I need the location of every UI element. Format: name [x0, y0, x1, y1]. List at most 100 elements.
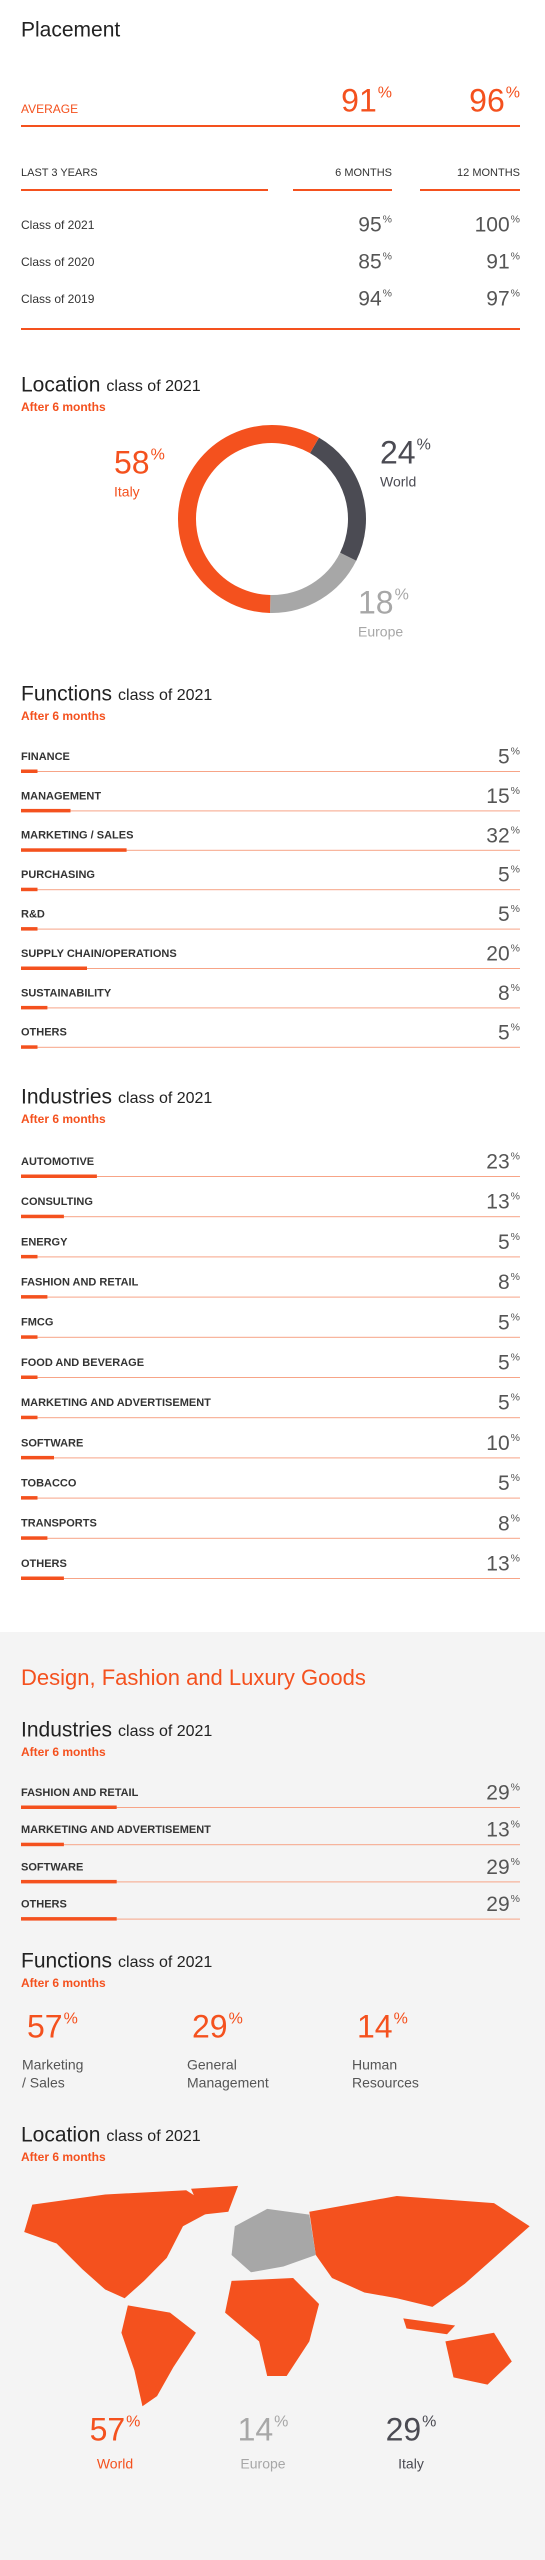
row-bar [21, 1335, 38, 1339]
row-value: 5 [498, 1021, 510, 1044]
luxury-background [0, 1632, 545, 2560]
row-line [21, 1046, 520, 1048]
percent-sign: % [383, 250, 392, 262]
row-bar [21, 1576, 64, 1580]
australia [445, 2332, 512, 2385]
row-value: 5 [498, 903, 510, 926]
average-value: 91 [341, 82, 377, 118]
percent-sign: % [511, 785, 520, 797]
row-line [21, 1497, 520, 1499]
function-label: Human [352, 2057, 397, 2073]
row-label: SUPPLY CHAIN/OPERATIONS [21, 948, 177, 960]
row-label: R&D [21, 909, 45, 921]
percent-sign: % [64, 2011, 78, 2028]
percent-sign: % [511, 942, 520, 954]
row-label: FASHION AND RETAIL [21, 1787, 139, 1799]
class-value: 97 [486, 288, 509, 311]
percent-sign: % [511, 250, 520, 262]
class-label: Class of 2021 [21, 218, 95, 232]
percent-sign: % [511, 1781, 520, 1793]
row-label: AUTOMOTIVE [21, 1156, 94, 1168]
row-line [21, 1417, 520, 1419]
row-bar [21, 1879, 117, 1884]
section-subtitle: class of 2021 [106, 2128, 200, 2145]
row-value: 23 [486, 1151, 509, 1174]
section-title: Location [21, 374, 100, 397]
row-line [21, 1578, 520, 1579]
class-label: Class of 2020 [21, 255, 95, 269]
percent-sign: % [383, 287, 392, 299]
row-label: FMCG [21, 1317, 53, 1329]
percent-sign: % [422, 2414, 436, 2431]
function-label: Resources [352, 2075, 419, 2091]
row-value: 29 [486, 1782, 509, 1805]
section-note: After 6 months [21, 2150, 106, 2164]
row-value: 8 [498, 982, 510, 1005]
percent-sign: % [511, 1552, 520, 1564]
row-value: 8 [498, 1512, 510, 1535]
section-title: Industries [21, 1719, 112, 1742]
row-bar [21, 1917, 117, 1921]
percent-sign: % [506, 85, 520, 102]
row-label: TOBACCO [21, 1478, 77, 1490]
percent-sign: % [511, 1472, 520, 1484]
donut-value: 24 [380, 434, 416, 470]
percent-sign: % [511, 1191, 520, 1203]
row-bar [21, 1174, 97, 1178]
percent-sign: % [417, 437, 431, 454]
row-bar [21, 848, 127, 852]
percent-sign: % [511, 1512, 520, 1524]
column-label: LAST 3 YEARS [21, 167, 98, 179]
row-line [21, 1881, 520, 1883]
row-bar [21, 1415, 38, 1420]
section-title: Functions [21, 683, 112, 706]
row-line [21, 849, 520, 851]
row-line [21, 1537, 520, 1539]
row-bar [21, 1045, 38, 1049]
row-bar [21, 1805, 117, 1809]
row-bar [21, 1214, 64, 1219]
section-title: Location [21, 2124, 100, 2147]
percent-sign: % [511, 903, 520, 915]
row-line [21, 771, 520, 772]
percent-sign: % [229, 2011, 243, 2028]
row-label: FOOD AND BEVERAGE [21, 1357, 144, 1369]
percent-sign: % [395, 587, 409, 604]
function-value: 14 [357, 2008, 393, 2044]
row-label: OTHERS [21, 1558, 67, 1570]
row-bar [21, 887, 38, 892]
row-label: PURCHASING [21, 869, 95, 881]
row-value: 32 [486, 824, 509, 847]
row-bar [21, 1375, 38, 1379]
row-label: CONSULTING [21, 1196, 93, 1208]
south-america [121, 2305, 196, 2407]
section-note: After 6 months [21, 400, 106, 414]
location-label: World [97, 2456, 133, 2472]
percent-sign: % [511, 1150, 520, 1162]
row-line [21, 1007, 520, 1009]
row-label: OTHERS [21, 1899, 67, 1911]
row-line [21, 1807, 520, 1808]
section-note: After 6 months [21, 709, 106, 723]
section-title: Placement [21, 19, 120, 42]
percent-sign: % [511, 745, 520, 757]
percent-sign: % [511, 1856, 520, 1868]
section-subtitle: class of 2021 [118, 1090, 212, 1107]
row-label: SOFTWARE [21, 1437, 83, 1449]
percent-sign: % [511, 1231, 520, 1243]
function-label: Management [187, 2075, 269, 2091]
percent-sign: % [394, 2011, 408, 2028]
section-subtitle: class of 2021 [118, 1954, 212, 1971]
row-value: 13 [486, 1819, 509, 1842]
africa [225, 2278, 320, 2376]
row-value: 29 [486, 1893, 509, 1916]
percent-sign: % [511, 1351, 520, 1363]
percent-sign: % [378, 85, 392, 102]
row-value: 29 [486, 1856, 509, 1879]
section-title: Functions [21, 1950, 112, 1973]
location-value: 57 [90, 2411, 126, 2447]
class-value: 94 [358, 288, 382, 311]
row-bar [21, 1254, 38, 1259]
percent-sign: % [274, 2414, 288, 2431]
